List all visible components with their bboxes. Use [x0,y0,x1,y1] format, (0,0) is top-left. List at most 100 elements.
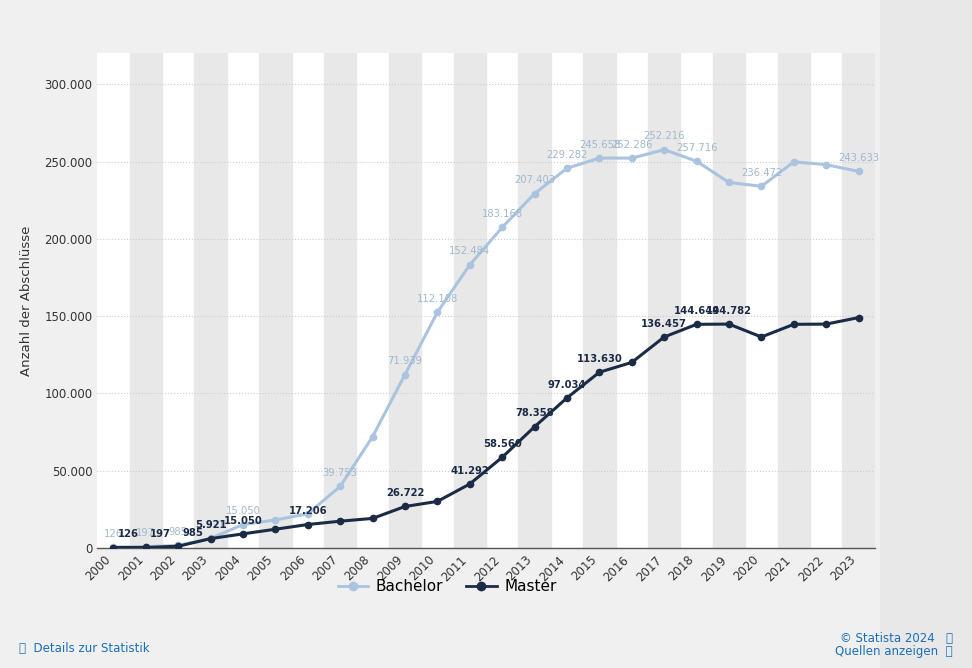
Text: 113.630: 113.630 [576,354,622,364]
Bachelor [334,482,346,490]
Text: Quellen anzeigen  ⓘ: Quellen anzeigen ⓘ [835,645,953,658]
Bar [583,53,615,548]
Bachelor [529,190,540,198]
Master [269,525,281,533]
Text: 243.633: 243.633 [838,153,879,163]
Bar [712,53,746,548]
Bar [843,53,875,548]
Master [658,333,670,341]
Text: 26.722: 26.722 [386,488,424,498]
Text: 15.050: 15.050 [226,506,260,516]
Text: 58.560: 58.560 [483,439,522,449]
Master [205,534,217,542]
Bar [129,53,162,548]
Text: 252.286: 252.286 [611,140,652,150]
Text: 97.034: 97.034 [548,379,586,389]
Bachelor [464,261,475,269]
Bachelor [399,371,411,379]
Master [399,502,411,510]
Master [626,358,638,366]
Text: 112.108: 112.108 [417,294,458,304]
Bachelor [723,178,735,186]
Master [108,544,120,552]
Bachelor [205,534,217,542]
Bachelor [852,168,864,176]
Master [366,514,378,522]
Text: 126: 126 [118,529,139,539]
Text: 144.649: 144.649 [674,306,719,316]
Master [594,368,606,376]
Master [723,320,735,328]
Text: © Statista 2024   ⓘ: © Statista 2024 ⓘ [840,632,953,645]
Bachelor [691,157,703,165]
Text: 17.206: 17.206 [289,506,328,516]
Legend: Bachelor, Master: Bachelor, Master [331,573,563,601]
Text: 152.484: 152.484 [449,246,490,257]
Bar [778,53,810,548]
Text: 197: 197 [136,528,156,538]
Master [755,333,767,341]
Text: 985: 985 [169,527,188,537]
Bar [194,53,226,548]
Master [140,544,152,552]
Text: 257.716: 257.716 [676,143,717,153]
Text: 245.658: 245.658 [578,140,620,150]
Master [432,498,443,506]
Y-axis label: Anzahl der Abschlüsse: Anzahl der Abschlüsse [20,225,33,376]
Master [497,454,508,462]
Bachelor [108,543,120,551]
Bar [648,53,680,548]
Text: 136.457: 136.457 [642,319,687,329]
Bachelor [366,433,378,441]
Text: 41.292: 41.292 [450,466,489,476]
Bachelor [788,158,800,166]
Text: 183.168: 183.168 [482,209,523,219]
Bachelor [594,154,606,162]
Bachelor [269,516,281,524]
Master [334,517,346,525]
Text: 15.050: 15.050 [224,516,262,526]
Master [561,394,573,402]
Master [302,520,314,528]
Text: 252.216: 252.216 [643,132,685,142]
Bachelor [626,154,638,162]
Bar [389,53,421,548]
Text: 126: 126 [104,528,123,538]
Bar [454,53,486,548]
Text: 5.921: 5.921 [196,520,225,530]
Master [820,320,832,328]
Bachelor [820,161,832,169]
Bachelor [237,520,249,528]
Text: 78.358: 78.358 [515,408,554,418]
Text: 5.921: 5.921 [194,520,226,530]
Line: Bachelor: Bachelor [110,146,862,550]
Bachelor [302,510,314,518]
Bar [260,53,292,548]
Bar [324,53,357,548]
Text: 197: 197 [150,529,171,539]
Text: 985: 985 [183,528,203,538]
Text: 207.403: 207.403 [514,175,555,185]
Bachelor [561,164,573,172]
Text: 71.939: 71.939 [388,356,423,366]
Line: Master: Master [110,315,862,550]
Master [172,542,184,550]
Text: 144.782: 144.782 [706,306,752,316]
Text: 229.282: 229.282 [546,150,588,160]
Master [237,530,249,538]
Text: 39.753: 39.753 [323,468,358,478]
Master [464,480,475,488]
Master [852,313,864,321]
Master [691,320,703,328]
Text: 236.472: 236.472 [741,168,782,178]
Bachelor [497,223,508,231]
Bachelor [755,182,767,190]
Text: ⓘ  Details zur Statistik: ⓘ Details zur Statistik [19,642,150,655]
Bar [518,53,551,548]
Bachelor [432,308,443,316]
Bachelor [658,146,670,154]
Master [788,320,800,328]
Bachelor [172,542,184,550]
Bachelor [140,542,152,550]
Master [529,423,540,431]
